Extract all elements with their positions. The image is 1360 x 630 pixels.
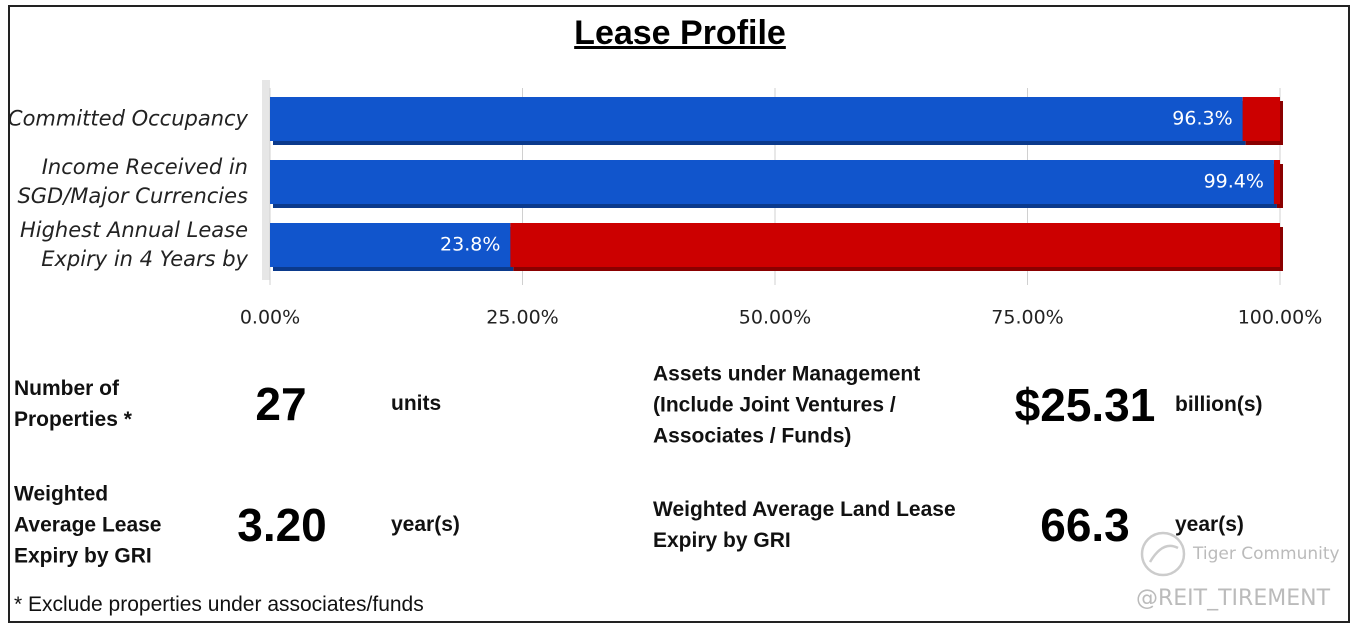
stat-label: Number of Properties * <box>14 377 132 431</box>
value-label: 99.4% <box>1204 171 1264 193</box>
value-label: 23.8% <box>440 234 500 256</box>
category-label: Committed Occupancy <box>7 106 248 131</box>
x-tick-label: 75.00% <box>991 307 1063 329</box>
watermark-brand: Tiger Community <box>1193 544 1340 564</box>
bar <box>270 223 511 267</box>
stat-value: 3.20 <box>237 499 327 551</box>
plot-wall <box>262 80 270 280</box>
bar <box>1242 97 1280 141</box>
category-label: Highest Annual Lease Expiry in 4 Years b… <box>19 218 248 271</box>
stat-label: Assets under Management (Include Joint V… <box>653 362 921 448</box>
watermark-handle: @REIT_TIREMENT <box>1136 586 1331 611</box>
category-label: Income Received in SGD/Major Currencies <box>17 155 248 208</box>
chart-title: Lease Profile <box>574 14 786 52</box>
x-tick-label: 100.00% <box>1238 307 1323 329</box>
stat-value: $25.31 <box>1014 379 1156 431</box>
bar <box>1273 160 1280 204</box>
stat-unit: year(s) <box>1175 513 1244 536</box>
stat-unit: billion(s) <box>1175 393 1263 416</box>
bar <box>270 97 1243 141</box>
stat-value: 27 <box>255 378 307 430</box>
value-label: 96.3% <box>1172 108 1232 130</box>
x-tick-label: 0.00% <box>240 307 300 329</box>
x-tick-label: 25.00% <box>486 307 558 329</box>
stat-label: Weighted Average Lease Expiry by GRI <box>14 482 162 568</box>
stat-unit: year(s) <box>391 513 460 536</box>
frame <box>8 5 1350 623</box>
x-tick-label: 50.00% <box>739 307 811 329</box>
stat-unit: units <box>391 392 442 415</box>
stat-value: 66.3 <box>1040 499 1130 551</box>
footnote: * Exclude properties under associates/fu… <box>14 593 424 616</box>
bar <box>510 223 1280 267</box>
bar <box>270 160 1274 204</box>
stat-label: Weighted Average Land Lease Expiry by GR… <box>653 498 956 552</box>
